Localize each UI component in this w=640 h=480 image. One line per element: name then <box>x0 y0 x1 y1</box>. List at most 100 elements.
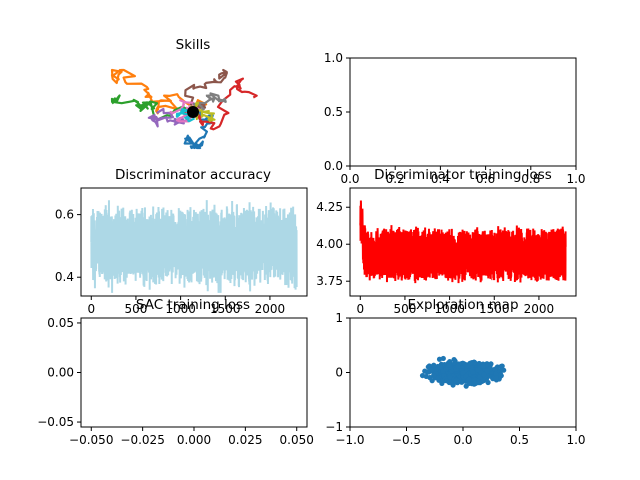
disc-accuracy-title: Discriminator accuracy <box>115 167 271 183</box>
exploration-map-xtick-label: −1.0 <box>335 433 364 447</box>
exploration-map-panel: −1.0 −0.5 0.0 0.5 1.0−101 Exploration map <box>325 297 585 447</box>
exploration-map-title: Exploration map <box>407 297 518 313</box>
exploration-point <box>433 366 439 372</box>
exploration-map-ticks: −1.0 −0.5 0.0 0.5 1.0 −1 0 1 <box>325 311 585 447</box>
empty-axes-ytick-label: 0.0 <box>324 159 343 173</box>
skills-panel: Skills <box>110 37 258 150</box>
disc-loss-title: Discriminator training loss <box>374 167 552 183</box>
exploration-point <box>447 374 453 381</box>
exploration-point <box>466 376 472 382</box>
disc-accuracy-xtick-label: 1500 <box>210 302 241 316</box>
disc-accuracy-frame <box>80 187 308 297</box>
exploration-point <box>431 372 437 379</box>
exploration-point <box>493 375 499 381</box>
exploration-point <box>429 367 435 373</box>
exploration-map-xtick-label: 1.0 <box>566 433 585 447</box>
sac-loss-xtick-label: 0.050 <box>280 433 314 447</box>
exploration-point <box>437 364 443 370</box>
disc-accuracy-xtick-label: 500 <box>124 302 147 316</box>
exploration-map-xtick-label: 0.0 <box>453 433 472 447</box>
exploration-point <box>493 371 499 377</box>
empty-axes-ytick-label: 0.5 <box>324 105 343 119</box>
exploration-point <box>453 378 459 384</box>
disc-accuracy-ytick-label: 0.4 <box>55 270 74 284</box>
disc-loss-series <box>359 200 567 284</box>
sac-loss-xtick-label: −0.050 <box>69 433 113 447</box>
empty-axes-ytick-label: 1.0 <box>324 51 343 65</box>
disc-loss-line <box>359 200 567 284</box>
exploration-point <box>455 363 461 369</box>
disc-accuracy-line <box>90 200 298 293</box>
disc-accuracy-series <box>90 200 298 293</box>
disc-accuracy-xtick-label: 0 <box>87 302 95 316</box>
exploration-point <box>467 360 473 366</box>
skill-trajectory <box>110 68 208 115</box>
empty-panel: 0.0 0.2 0.4 0.6 0.8 1.0 0.0 0.5 1.0 <box>324 51 586 186</box>
exploration-point <box>436 356 443 362</box>
disc-accuracy-ytick-label: 0.6 <box>55 208 74 222</box>
exploration-point <box>470 369 476 375</box>
empty-axes-xtick-label: 0.6 <box>476 172 495 186</box>
disc-accuracy-panel: Discriminator accuracy 0 500 1000 1500 20000… <box>55 167 308 316</box>
sac-loss-title: SAC training loss <box>136 297 250 313</box>
exploration-point <box>485 379 491 386</box>
disc-accuracy-xtick-label: 2000 <box>255 302 286 316</box>
sac-loss-ticks: −0.050 −0.025 0.000 0.025 0.050 −0.05 0.00 0.05 <box>37 316 314 447</box>
empty-axes-xtick-label: 0.4 <box>431 172 450 186</box>
sac-loss-panel: −0.050 −0.025 0.000 0.025 0.050−0.050.000.05… <box>37 297 314 447</box>
disc-loss-xtick-label: 2000 <box>524 302 555 316</box>
sac-loss-ytick-label: 0.05 <box>47 316 74 330</box>
empty-axes-xtick-label: 0.2 <box>386 172 405 186</box>
exploration-point <box>472 380 479 386</box>
exploration-map-xtick-label: −0.5 <box>392 433 421 447</box>
disc-loss-xtick-label: 500 <box>393 302 416 316</box>
exploration-map-xtick-label: 0.5 <box>510 433 529 447</box>
disc-loss-xtick-label: 1500 <box>479 302 510 316</box>
sac-loss-ytick-label: −0.05 <box>37 415 74 429</box>
exploration-point <box>444 378 450 384</box>
disc-loss-ticks: 0 500 1000 1500 2000 3.75 4.00 4.25 <box>316 200 554 316</box>
empty-axes-xtick-label: 1.0 <box>566 172 585 186</box>
disc-loss-panel: 0 500 1000 1500 2000 3.75 4.00 4.25 Discriminat… <box>316 167 577 316</box>
empty-axes-xtick-label: 0.8 <box>521 172 540 186</box>
exploration-point <box>484 362 491 368</box>
exploration-map-ytick-label: 1 <box>335 311 343 325</box>
exploration-point <box>481 371 487 378</box>
disc-accuracy-xtick-label: 1000 <box>165 302 196 316</box>
empty-axes-xtick-label: 0.0 <box>340 172 359 186</box>
exploration-point <box>446 362 452 368</box>
sac-loss-xtick-label: 0.000 <box>177 433 211 447</box>
skill-trajectory <box>183 109 214 150</box>
exploration-point <box>460 369 466 376</box>
exploration-point <box>431 362 437 368</box>
exploration-point <box>466 380 472 386</box>
sac-loss-ytick-label: 0.00 <box>47 366 74 380</box>
skill-trajectory <box>184 68 228 113</box>
disc-loss-ytick-label: 4.00 <box>316 237 343 251</box>
exploration-point <box>484 368 490 374</box>
disc-loss-ytick-label: 4.25 <box>316 200 343 214</box>
exploration-point <box>475 367 481 373</box>
exploration-point <box>451 356 457 363</box>
disc-loss-xtick-label: 0 <box>356 302 364 316</box>
exploration-point <box>425 364 431 370</box>
sac-loss-xtick-label: 0.025 <box>228 433 262 447</box>
disc-loss-xtick-label: 1000 <box>434 302 465 316</box>
skill-trajectory <box>183 77 258 131</box>
disc-loss-ytick-label: 3.75 <box>316 274 343 288</box>
exploration-point <box>422 368 428 374</box>
empty-axes-ticks: 0.0 0.2 0.4 0.6 0.8 1.0 0.0 0.5 1.0 <box>324 51 586 186</box>
disc-loss-frame <box>349 187 577 297</box>
exploration-point <box>492 366 498 372</box>
disc-accuracy-ticks: 0 500 1000 1500 2000 0.4 0.6 <box>55 208 285 316</box>
skills-title: Skills <box>176 37 211 53</box>
exploration-map-points <box>419 355 507 389</box>
skill-trajectory <box>175 108 196 123</box>
exploration-point <box>480 363 486 369</box>
exploration-map-ytick-label: −1 <box>325 420 343 434</box>
exploration-point <box>498 363 504 369</box>
exploration-map-ytick-label: 0 <box>335 366 343 380</box>
skills-origin-marker <box>187 106 199 118</box>
sac-loss-xtick-label: −0.025 <box>120 433 164 447</box>
